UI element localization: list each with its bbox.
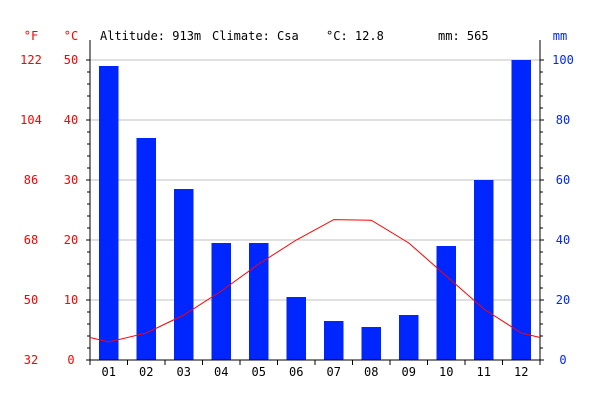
month-label: 08 — [364, 365, 378, 379]
month-label: 09 — [402, 365, 416, 379]
celsius-tick-label: 50 — [64, 53, 78, 67]
precip-bar — [324, 321, 344, 360]
mm-tick-label: 40 — [556, 233, 570, 247]
precip-bar — [511, 60, 531, 360]
header-climate: Climate: Csa — [212, 29, 299, 43]
celsius-tick-labels: 0 10 20 30 40 50 — [64, 53, 78, 367]
celsius-tick-label: 40 — [64, 113, 78, 127]
axes — [86, 40, 544, 365]
precip-bar — [436, 246, 456, 360]
header-precip: mm: 565 — [438, 29, 489, 43]
precip-bar — [361, 327, 381, 360]
mm-tick-labels: 0 20 40 60 80 100 — [552, 53, 574, 367]
precip-bar — [286, 297, 306, 360]
month-label: 12 — [514, 365, 528, 379]
fahrenheit-tick-label: 32 — [24, 353, 38, 367]
precip-bar — [174, 189, 194, 360]
month-label: 04 — [214, 365, 228, 379]
precipitation-bars — [99, 60, 531, 360]
celsius-tick-label: 20 — [64, 233, 78, 247]
header-altitude: Altitude: 913m — [100, 29, 201, 43]
fahrenheit-tick-label: 104 — [20, 113, 42, 127]
header-mean-temp: °C: 12.8 — [326, 29, 384, 43]
mm-tick-label: 100 — [552, 53, 574, 67]
celsius-tick-label: 10 — [64, 293, 78, 307]
fahrenheit-tick-label: 50 — [24, 293, 38, 307]
mm-tick-label: 60 — [556, 173, 570, 187]
mm-tick-label: 0 — [559, 353, 566, 367]
precip-bar — [399, 315, 419, 360]
celsius-tick-label: 0 — [67, 353, 74, 367]
month-label: 07 — [327, 365, 341, 379]
month-tick-labels: 01 02 03 04 05 06 07 08 09 10 11 12 — [102, 365, 529, 379]
precip-bar — [99, 66, 119, 360]
temperature-line — [89, 219, 541, 343]
precip-bar — [249, 243, 269, 360]
month-label: 10 — [439, 365, 453, 379]
fahrenheit-tick-label: 68 — [24, 233, 38, 247]
unit-celsius: °C — [64, 29, 78, 43]
precip-bar — [211, 243, 231, 360]
month-label: 03 — [177, 365, 191, 379]
unit-fahrenheit: °F — [24, 29, 38, 43]
fahrenheit-tick-labels: 32 50 68 86 104 122 — [20, 53, 42, 367]
month-label: 01 — [102, 365, 116, 379]
fahrenheit-tick-label: 86 — [24, 173, 38, 187]
celsius-tick-label: 30 — [64, 173, 78, 187]
mm-tick-label: 80 — [556, 113, 570, 127]
precip-bar — [136, 138, 156, 360]
fahrenheit-tick-label: 122 — [20, 53, 42, 67]
month-label: 05 — [252, 365, 266, 379]
precip-bar — [474, 180, 494, 360]
mm-tick-label: 20 — [556, 293, 570, 307]
month-label: 06 — [289, 365, 303, 379]
unit-mm: mm — [553, 29, 567, 43]
month-label: 11 — [477, 365, 491, 379]
month-label: 02 — [139, 365, 153, 379]
grid-lines — [90, 59, 540, 301]
